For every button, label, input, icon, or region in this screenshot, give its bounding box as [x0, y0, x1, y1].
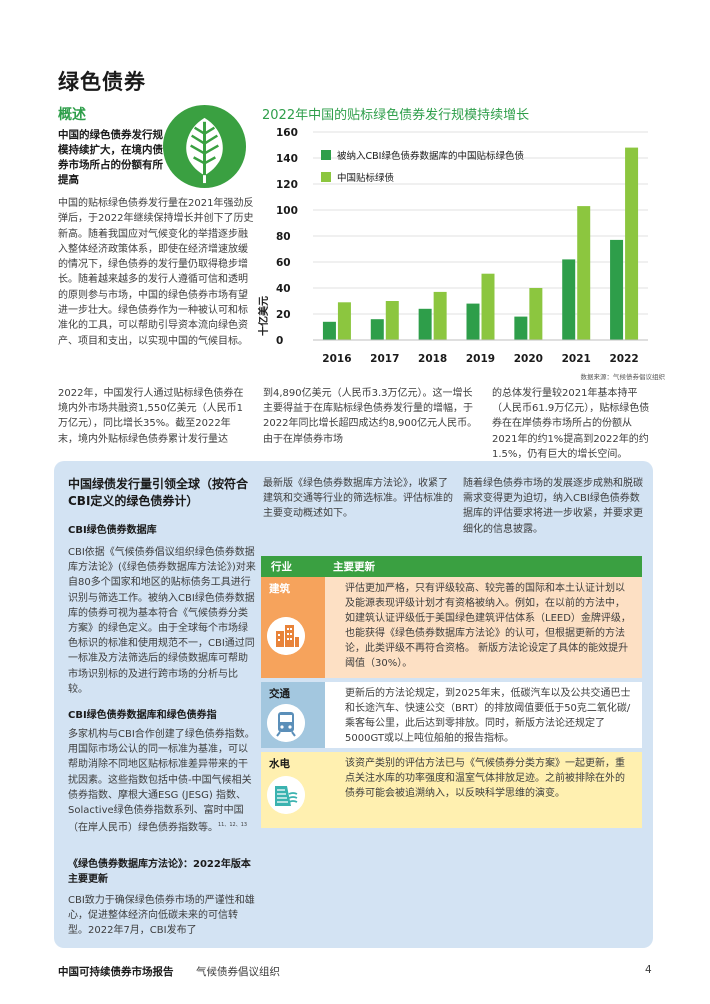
dam-icon [267, 776, 305, 814]
panel-mid-text: 最新版《绿色债券数据库方法论》，收紧了建筑和交通等行业的筛选标准。评估标准的主要… [263, 478, 453, 520]
header-sector: 行业 [271, 561, 292, 573]
panel-right-text: 随着绿色债券市场的发展逐步成熟和脱碳需求变得更为迫切，纳入CBI绿色债券数据库的… [463, 478, 643, 535]
x-tick-label: 2016 [322, 353, 351, 365]
train-icon [267, 704, 305, 742]
intro-paragraph: 中国的贴标绿色债券发行量在2021年强劲反弹后，于2022年继续保持增长并创下了… [58, 198, 254, 347]
legend-label: 中国贴标绿债 [337, 172, 395, 184]
paragraph-1: 2022年，中国发行人通过贴标绿色债券在境内外市场共融资1,550亿美元（人民币… [58, 388, 244, 445]
bar-cbi-2017 [370, 319, 384, 340]
footnote-refs: 11、12、13 [218, 822, 248, 829]
x-tick-label: 2020 [514, 353, 543, 365]
table-row: 水电 该资产类别的评估方法已与《气候债券分类方案》一起更新，重点关注水库的功率强… [261, 752, 642, 828]
panel-paragraph-3: CBI致力于确保绿色债券市场的严谨性和雄心，促进整体经济向低碳未来的可信转型。2… [68, 895, 255, 937]
footer-org: 气候债券倡议组织 [196, 966, 280, 978]
table-header: 行业 主要更新 [261, 556, 642, 577]
y-tick-label: 60 [276, 257, 291, 269]
panel-paragraph-2-text: 多家机构与CBI合作创建了绿色债券指数。用国际市场公认的同一标准为基准，可以帮助… [68, 729, 255, 834]
subheading-index: CBI绿色债券数据库和绿色债券指 [68, 710, 217, 721]
x-tick-label: 2019 [466, 353, 495, 365]
legend-swatch [321, 172, 331, 182]
bar-cbi-2019 [466, 303, 480, 340]
y-tick-label: 80 [276, 231, 291, 243]
y-tick-label: 40 [276, 283, 291, 295]
sector-cell: 交通 [261, 682, 325, 748]
sector-label: 建筑 [269, 583, 290, 595]
bar-cbi-2022 [610, 239, 624, 340]
bar-labelled-2016 [337, 302, 351, 340]
panel-paragraph-2: 多家机构与CBI合作创建了绿色债券指数。用国际市场公认的同一标准为基准，可以帮助… [68, 727, 256, 836]
bar-cbi-2018 [418, 308, 432, 340]
chart-title: 2022年中国的贴标绿色债券发行规模持续增长 [262, 108, 530, 123]
sector-cell: 水电 [261, 752, 325, 828]
subheading-methodology: 《绿色债券数据库方法论》：2022年版本主要更新 [68, 859, 251, 885]
subheading-cbi-database: CBI绿色债券数据库 [68, 525, 157, 536]
sector-label: 水电 [269, 758, 290, 770]
paragraph-3: 的总体发行量较2021年基本持平（人民币61.9万亿元），贴标绿色债券在在岸债券… [492, 388, 650, 460]
y-tick-label: 0 [276, 335, 283, 347]
bar-cbi-2016 [322, 321, 336, 340]
y-tick-label: 20 [276, 309, 291, 321]
table-row: 建筑 评估更加严格，只有评级较高、较完善的国际和本土认证计划以及能源表现评级计划… [261, 577, 642, 678]
sector-cell: 建筑 [261, 577, 325, 678]
x-tick-label: 2017 [370, 353, 399, 365]
bar-cbi-2020 [514, 316, 528, 340]
legend-swatch [321, 150, 331, 160]
overview-heading: 概述 [58, 107, 86, 123]
bar-labelled-2019 [481, 273, 495, 340]
bar-labelled-2017 [385, 301, 399, 340]
methodology-table: 行业 主要更新 建筑 评估更加严格，只有评级较高、较完善的国际和本土认证计划以及… [261, 556, 642, 828]
chart-source: 数据来源：气候债券倡议组织 [580, 373, 666, 381]
page-title: 绿色债券 [58, 70, 146, 94]
bar-labelled-2021 [577, 206, 591, 340]
y-tick-label: 100 [276, 205, 298, 217]
bar-labelled-2020 [529, 288, 543, 340]
bar-cbi-2021 [562, 259, 576, 340]
building-icon [267, 617, 305, 655]
leaf-icon [162, 104, 247, 189]
x-tick-label: 2022 [609, 353, 638, 365]
x-tick-label: 2021 [562, 353, 591, 365]
update-text: 评估更加严格，只有评级较高、较完善的国际和本土认证计划以及能源表现评级计划才有资… [325, 577, 642, 678]
header-update: 主要更新 [333, 561, 375, 573]
bar-labelled-2018 [433, 291, 447, 340]
sector-label: 交通 [269, 688, 290, 700]
panel-title: 中国绿债发行量引领全球（按符合CBI定义的绿色债券计） [68, 477, 249, 508]
panel-paragraph-1: CBI依据《气候债券倡议组织绿色债券数据库方法论》(《绿色债券数据库方法论》)对… [68, 547, 256, 695]
footer-report-title: 中国可持续债券市场报告 [58, 966, 174, 978]
legend-label: 被纳入CBI绿色债券数据库的中国贴标绿色债 [337, 150, 524, 162]
y-tick-label: 140 [276, 153, 298, 165]
y-tick-label: 160 [276, 127, 298, 139]
update-text: 该资产类别的评估方法已与《气候债券分类方案》一起更新，重点关注水库的功率强度和温… [325, 752, 642, 828]
bar-chart: 0 20 40 60 80 100 120 140 160 十亿美元 2016 2017 2018 201… [257, 127, 648, 365]
bar-labelled-2022 [625, 147, 639, 340]
page-number: 4 [645, 964, 652, 976]
y-tick-label: 120 [276, 179, 298, 191]
paragraph-2: 到4,890亿美元（人民币3.3万亿元）。这一增长主要得益于在库贴标绿色债券发行… [263, 388, 478, 445]
table-row: 交通 更新后的方法论规定，到2025年末，低碳汽车以及公共交通巴士和长途汽车、快… [261, 682, 642, 748]
lead-text: 中国的绿色债券发行规模持续扩大，在境内债券市场所占的份额有所提高 [58, 129, 163, 186]
update-text: 更新后的方法论规定，到2025年末，低碳汽车以及公共交通巴士和长途汽车、快速公交… [325, 682, 642, 748]
x-tick-label: 2018 [418, 353, 447, 365]
y-axis-label: 十亿美元 [257, 296, 270, 336]
